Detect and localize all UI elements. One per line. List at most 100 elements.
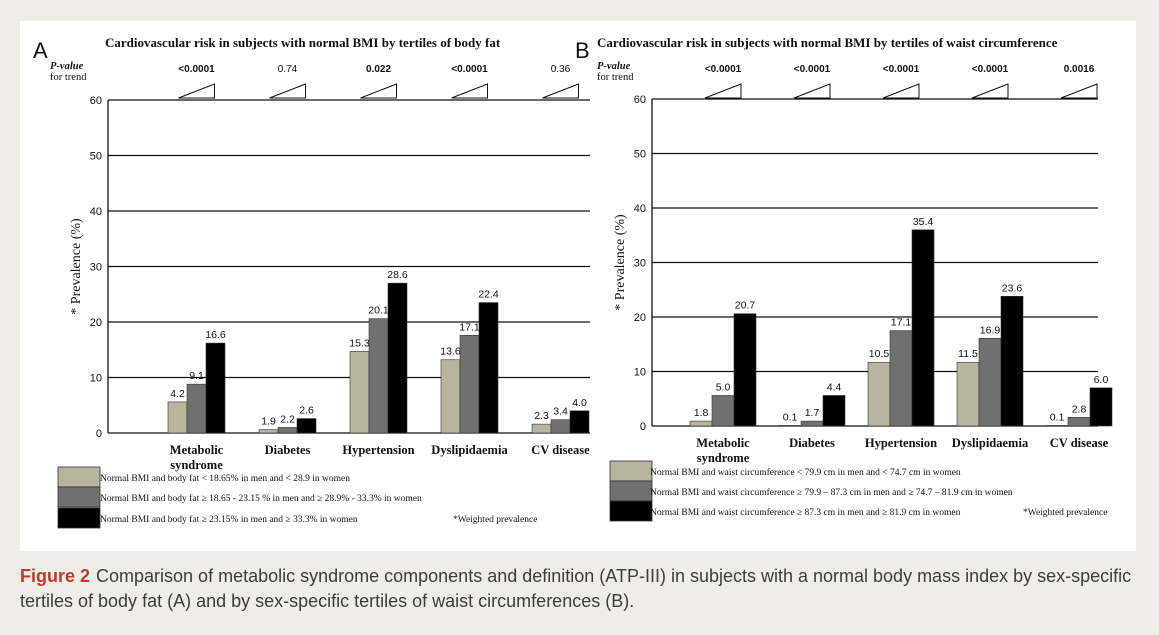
- category-label: Dyslipidaemia: [952, 436, 1029, 450]
- p-value: <0.0001: [451, 64, 488, 75]
- bar-value-label: 0.1: [1050, 411, 1065, 423]
- bar-value-label: 9.1: [189, 370, 204, 382]
- panel-a-letter: A: [33, 38, 48, 63]
- bar-value-label: 2.6: [299, 405, 314, 417]
- panel-b-letter: B: [575, 38, 590, 63]
- y-tick-label: 30: [90, 262, 102, 274]
- figure-label: Figure 2: [20, 566, 91, 586]
- bar: [978, 337, 1002, 427]
- bar: [387, 282, 408, 434]
- bar-value-label: 6.0: [1094, 374, 1109, 386]
- bar: [277, 427, 298, 434]
- p-value-label: for trend: [597, 72, 634, 83]
- bar: [778, 425, 802, 427]
- y-axis-label: * Prevalence (%): [69, 218, 84, 315]
- bar: [296, 418, 317, 434]
- bar: [478, 302, 499, 434]
- y-tick-label: 60: [90, 95, 102, 107]
- category-label: Dyslipidaemia: [431, 443, 508, 457]
- bar-value-label: 35.4: [913, 216, 934, 228]
- p-value: 0.36: [551, 64, 571, 75]
- category-label: Metabolic: [170, 443, 224, 457]
- trend-wedge: [704, 83, 742, 99]
- trend-wedge: [360, 83, 397, 99]
- bar-value-label: 11.5: [958, 348, 978, 360]
- p-value: <0.0001: [178, 64, 215, 75]
- figure-panel: A Cardiovascular risk in subjects with no…: [20, 21, 1136, 551]
- bar: [1067, 416, 1091, 427]
- legend-swatch: [609, 480, 653, 502]
- trend-wedge: [269, 83, 306, 99]
- y-tick-label: 10: [634, 367, 646, 379]
- trend-wedge: [882, 83, 920, 99]
- y-tick-label: 50: [634, 149, 646, 161]
- bar: [1089, 387, 1113, 427]
- bar: [205, 342, 226, 434]
- bar-value-label: 4.0: [572, 397, 587, 409]
- y-tick-label: 10: [90, 373, 102, 385]
- bar-value-label: 23.6: [1002, 282, 1023, 294]
- bar: [569, 410, 590, 434]
- category-label: Diabetes: [265, 443, 311, 457]
- y-tick-label: 30: [634, 258, 646, 270]
- legend-label: Normal BMI and waist circumference ≥ 87.…: [650, 507, 961, 518]
- category-label: CV disease: [1050, 436, 1109, 450]
- figure-caption: Figure 2 Comparison of metabolic syndrome…: [20, 564, 1136, 614]
- legend-label: Normal BMI and waist circumference < 79.…: [650, 467, 961, 478]
- trend-wedge: [971, 83, 1009, 99]
- category-label: Hypertension: [342, 443, 414, 457]
- category-label: syndrome: [697, 451, 750, 465]
- y-tick-label: 40: [90, 206, 102, 218]
- bar: [186, 383, 207, 434]
- bar-value-label: 1.8: [694, 407, 709, 419]
- figure-caption-text: Comparison of metabolic syndrome compone…: [20, 566, 1132, 611]
- bar-value-label: 28.6: [387, 269, 408, 281]
- bar-value-label: 2.8: [1072, 403, 1087, 415]
- bar-value-label: 22.4: [478, 289, 499, 301]
- legend-swatch: [57, 507, 101, 529]
- y-tick-label: 50: [90, 151, 102, 163]
- y-axis-label: * Prevalence (%): [613, 214, 628, 311]
- y-tick-label: 20: [634, 312, 646, 324]
- bar-value-label: 17.1: [459, 321, 480, 333]
- bar: [368, 318, 389, 434]
- p-value-label: P-value: [50, 61, 84, 72]
- legend-swatch: [609, 500, 653, 522]
- p-value: 0.74: [278, 64, 298, 75]
- legend-label: Normal BMI and body fat < 18.65% in men …: [100, 473, 350, 484]
- trend-wedge: [178, 83, 215, 99]
- bar-value-label: 2.3: [534, 410, 549, 422]
- trend-wedge: [793, 83, 831, 99]
- bar: [733, 313, 757, 427]
- bar-value-label: 20.1: [368, 305, 389, 317]
- chart-title: Cardiovascular risk in subjects with nor…: [597, 35, 1058, 50]
- bar: [459, 335, 480, 434]
- bar-value-label: 4.2: [170, 388, 185, 400]
- legend-swatch: [57, 466, 101, 488]
- legend-label: Normal BMI and waist circumference ≥ 79.…: [650, 487, 1013, 498]
- legend-swatch: [57, 486, 101, 508]
- bar-value-label: 1.9: [261, 416, 276, 428]
- bar-value-label: 3.4: [553, 406, 568, 418]
- bar: [258, 429, 279, 434]
- bar-value-label: 5.0: [716, 381, 731, 393]
- bar: [711, 395, 735, 427]
- legend-swatch: [609, 460, 653, 482]
- legend-label: Normal BMI and body fat ≥ 18.65 - 23.15 …: [100, 493, 422, 504]
- bar: [1000, 295, 1024, 427]
- bar: [349, 351, 370, 434]
- bar-value-label: 10.5: [869, 348, 890, 360]
- bar-value-label: 2.2: [280, 413, 295, 425]
- bar: [550, 419, 571, 434]
- bar: [800, 420, 824, 427]
- bar-value-label: 20.7: [735, 300, 756, 312]
- p-value: <0.0001: [705, 64, 742, 75]
- bar-value-label: 16.9: [980, 324, 1001, 336]
- p-value: <0.0001: [794, 64, 831, 75]
- bar: [531, 423, 552, 434]
- trend-wedge: [1060, 83, 1098, 99]
- p-value-label: P-value: [597, 61, 631, 72]
- bar: [956, 361, 980, 427]
- bar: [822, 395, 846, 427]
- bar: [867, 361, 891, 427]
